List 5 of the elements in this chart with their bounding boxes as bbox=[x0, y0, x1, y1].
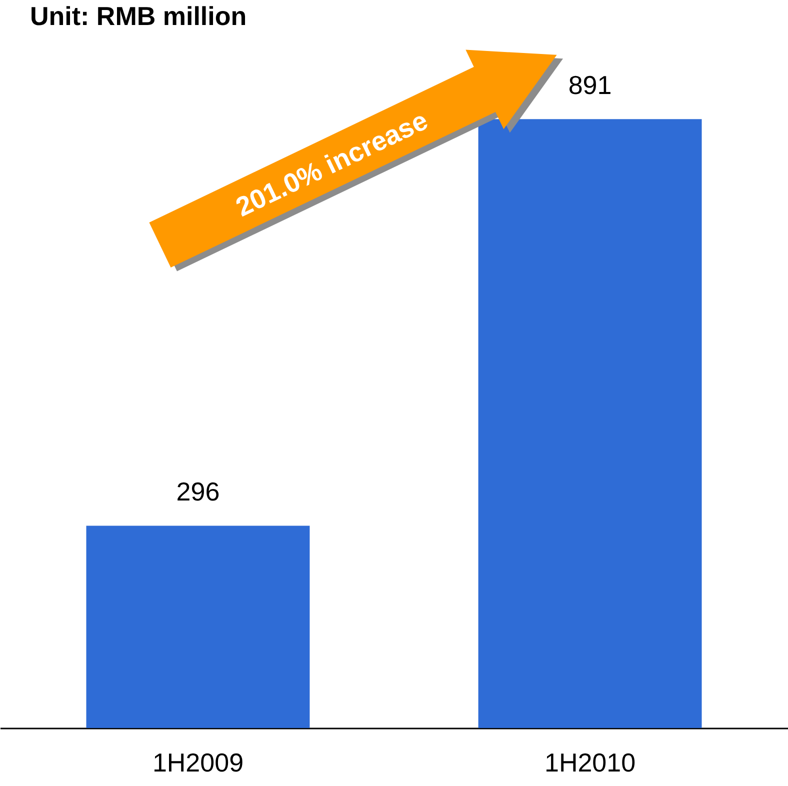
x-tick-label: 1H2010 bbox=[544, 748, 636, 778]
x-tick-label: 1H2009 bbox=[152, 748, 244, 778]
data-label: 891 bbox=[568, 70, 612, 100]
data-label: 296 bbox=[176, 476, 220, 507]
chart-title: Unit: RMB million bbox=[30, 1, 247, 31]
